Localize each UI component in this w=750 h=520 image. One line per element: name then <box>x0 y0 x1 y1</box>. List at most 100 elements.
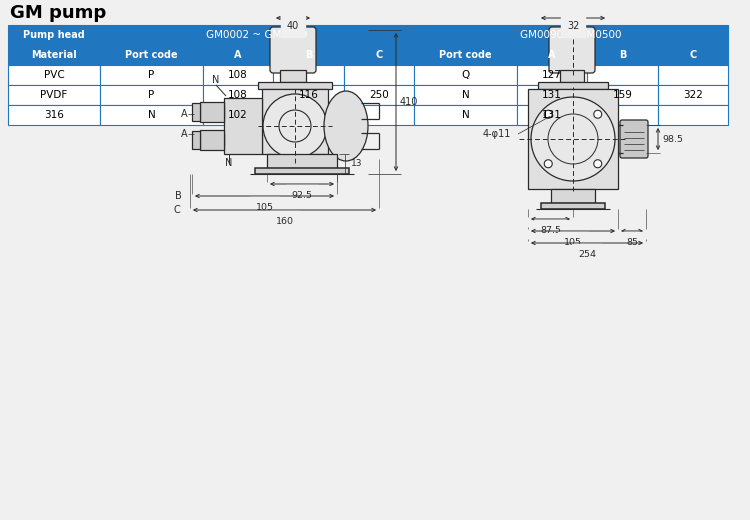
Circle shape <box>594 160 602 168</box>
Bar <box>517 45 587 65</box>
Bar <box>203 105 273 125</box>
Bar <box>8 105 100 125</box>
FancyBboxPatch shape <box>270 27 316 73</box>
Bar <box>344 65 414 85</box>
Text: 108: 108 <box>228 70 248 80</box>
Text: A: A <box>181 109 188 119</box>
Text: P: P <box>148 90 154 100</box>
Text: P: P <box>148 70 154 80</box>
Bar <box>262 89 328 154</box>
Text: 108: 108 <box>228 90 248 100</box>
Bar <box>206 106 224 118</box>
Text: 254: 254 <box>578 250 596 259</box>
Bar <box>273 45 344 65</box>
Bar <box>206 134 224 146</box>
Bar <box>541 203 605 209</box>
Text: 160: 160 <box>275 217 293 226</box>
Bar <box>280 70 306 82</box>
Bar <box>517 105 587 125</box>
Bar <box>224 98 262 154</box>
Bar <box>8 85 100 105</box>
Bar <box>100 65 203 85</box>
Bar <box>414 105 517 125</box>
Bar <box>587 105 658 125</box>
Bar <box>8 25 100 45</box>
Bar <box>273 85 344 105</box>
Bar <box>414 25 728 45</box>
Text: B: B <box>304 50 312 60</box>
Text: 322: 322 <box>682 90 703 100</box>
Bar <box>273 105 344 125</box>
Circle shape <box>263 94 327 158</box>
Bar <box>100 105 203 125</box>
Bar <box>203 85 273 105</box>
Text: 13: 13 <box>351 160 362 168</box>
Text: C: C <box>173 205 180 215</box>
Bar <box>414 45 517 65</box>
Bar <box>344 45 414 65</box>
Text: 32: 32 <box>567 21 579 31</box>
Bar <box>560 70 584 82</box>
Text: 131: 131 <box>542 90 562 100</box>
Bar <box>200 130 224 150</box>
Text: Material: Material <box>32 50 77 60</box>
Bar <box>255 168 349 174</box>
Bar <box>658 85 728 105</box>
Bar <box>203 45 273 65</box>
Bar <box>517 65 587 85</box>
Circle shape <box>544 160 552 168</box>
Bar <box>414 85 517 105</box>
FancyBboxPatch shape <box>620 120 648 158</box>
Text: 40: 40 <box>286 21 299 31</box>
Bar <box>658 45 728 65</box>
Text: GM pump: GM pump <box>10 4 106 22</box>
Text: N: N <box>461 110 470 120</box>
Text: 105: 105 <box>564 238 582 247</box>
Bar <box>414 65 517 85</box>
Bar <box>273 65 344 85</box>
Bar <box>551 189 595 203</box>
Text: Port code: Port code <box>440 50 492 60</box>
Text: A: A <box>548 50 556 60</box>
Bar <box>587 45 658 65</box>
Text: Q: Q <box>461 70 470 80</box>
Bar <box>192 103 200 121</box>
Text: B: B <box>176 191 182 201</box>
Bar <box>538 82 608 89</box>
Circle shape <box>544 110 552 118</box>
Bar <box>517 85 587 105</box>
Text: 92.5: 92.5 <box>292 191 313 200</box>
Text: C: C <box>375 50 382 60</box>
Text: 131: 131 <box>542 110 562 120</box>
FancyBboxPatch shape <box>549 27 595 73</box>
Bar <box>100 25 414 45</box>
Text: N: N <box>148 110 155 120</box>
Text: N: N <box>461 90 470 100</box>
Text: 159: 159 <box>613 90 632 100</box>
Bar <box>587 85 658 105</box>
Bar <box>344 85 414 105</box>
Text: B: B <box>619 50 626 60</box>
Text: Port code: Port code <box>125 50 178 60</box>
Bar <box>658 105 728 125</box>
Circle shape <box>594 110 602 118</box>
Bar <box>267 154 337 168</box>
Bar <box>8 65 100 85</box>
Bar <box>258 82 332 89</box>
Text: A: A <box>181 129 188 139</box>
Text: GM0090 ~ GM0500: GM0090 ~ GM0500 <box>520 30 622 40</box>
Text: PVDF: PVDF <box>40 90 68 100</box>
Bar <box>658 65 728 85</box>
Text: 250: 250 <box>369 90 388 100</box>
Text: 4-φ11: 4-φ11 <box>483 129 512 139</box>
Text: 98.5: 98.5 <box>662 135 683 144</box>
Text: 102: 102 <box>228 110 248 120</box>
Bar <box>203 65 273 85</box>
Text: 316: 316 <box>44 110 64 120</box>
Bar <box>100 85 203 105</box>
Text: 116: 116 <box>298 90 319 100</box>
Text: 127: 127 <box>542 70 562 80</box>
Text: 105: 105 <box>256 203 274 212</box>
Bar <box>587 65 658 85</box>
Bar <box>100 45 203 65</box>
